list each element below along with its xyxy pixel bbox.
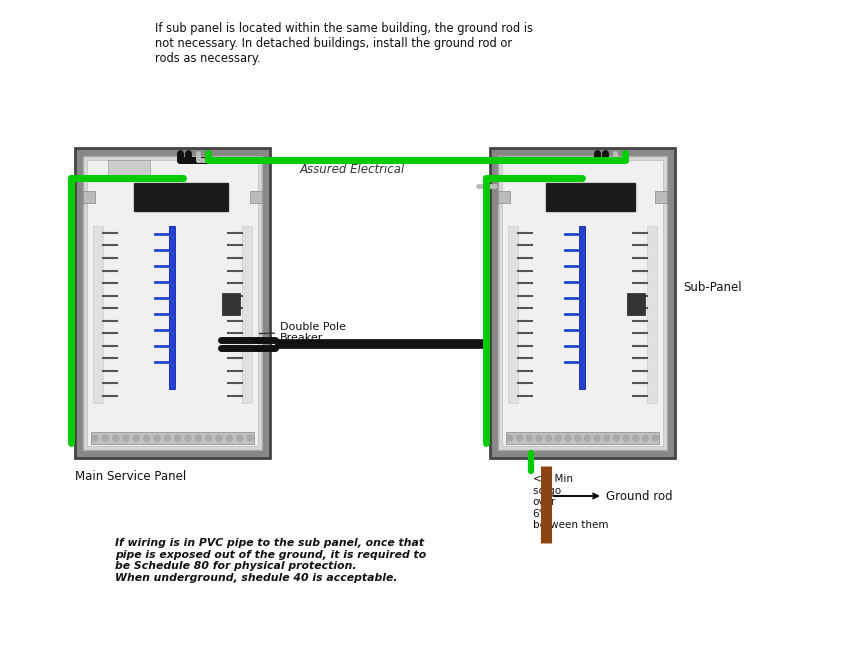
Circle shape bbox=[604, 435, 610, 441]
Text: Ground rod: Ground rod bbox=[554, 490, 672, 503]
Circle shape bbox=[565, 435, 571, 441]
Bar bbox=[83, 156, 262, 450]
Bar bbox=[222, 293, 240, 315]
Circle shape bbox=[216, 435, 222, 441]
Circle shape bbox=[175, 435, 181, 441]
Circle shape bbox=[575, 435, 581, 441]
Circle shape bbox=[154, 435, 160, 441]
Bar bbox=[75, 148, 270, 458]
Bar bbox=[87, 160, 258, 446]
Bar bbox=[83, 191, 95, 203]
Bar bbox=[498, 191, 510, 203]
Bar bbox=[91, 432, 254, 444]
Bar bbox=[655, 191, 667, 203]
Circle shape bbox=[103, 435, 109, 441]
Bar bbox=[108, 160, 150, 176]
Circle shape bbox=[195, 435, 201, 441]
Circle shape bbox=[507, 435, 513, 441]
Circle shape bbox=[227, 435, 233, 441]
Circle shape bbox=[546, 435, 552, 441]
Bar bbox=[170, 226, 176, 389]
Circle shape bbox=[643, 435, 649, 441]
Circle shape bbox=[536, 435, 542, 441]
Bar bbox=[250, 191, 262, 203]
Bar bbox=[498, 156, 667, 450]
Circle shape bbox=[165, 435, 171, 441]
Circle shape bbox=[113, 435, 119, 441]
Text: If wiring is in PVC pipe to the sub panel, once that
pipe is exposed out of the : If wiring is in PVC pipe to the sub pane… bbox=[115, 538, 426, 583]
Bar bbox=[506, 432, 659, 444]
Bar bbox=[134, 183, 228, 210]
Circle shape bbox=[623, 435, 629, 441]
Bar bbox=[627, 293, 645, 315]
Bar bbox=[546, 183, 635, 210]
Bar bbox=[93, 226, 103, 403]
Bar bbox=[502, 160, 663, 446]
Circle shape bbox=[594, 435, 600, 441]
Circle shape bbox=[613, 435, 619, 441]
Circle shape bbox=[584, 435, 590, 441]
Bar bbox=[647, 226, 657, 403]
Circle shape bbox=[92, 435, 98, 441]
Circle shape bbox=[185, 435, 191, 441]
Text: Sub-Panel: Sub-Panel bbox=[683, 281, 742, 294]
Bar bbox=[242, 226, 252, 403]
Bar bbox=[580, 226, 586, 389]
Circle shape bbox=[143, 435, 149, 441]
Circle shape bbox=[555, 435, 561, 441]
Text: <6' Min
so go
over
6'
between them: <6' Min so go over 6' between them bbox=[532, 474, 608, 530]
Bar bbox=[508, 226, 518, 403]
Circle shape bbox=[123, 435, 129, 441]
Circle shape bbox=[526, 435, 532, 441]
Text: If sub panel is located within the same building, the ground rod is
not necessar: If sub panel is located within the same … bbox=[155, 22, 533, 65]
Circle shape bbox=[247, 435, 253, 441]
Circle shape bbox=[633, 435, 638, 441]
Circle shape bbox=[517, 435, 523, 441]
Circle shape bbox=[205, 435, 211, 441]
Text: Assured Electrical: Assured Electrical bbox=[300, 163, 405, 176]
Bar bbox=[490, 148, 675, 458]
Text: Main Service Panel: Main Service Panel bbox=[75, 470, 186, 483]
Circle shape bbox=[133, 435, 139, 441]
Circle shape bbox=[652, 435, 658, 441]
Circle shape bbox=[237, 435, 243, 441]
Text: Double Pole
Breaker: Double Pole Breaker bbox=[239, 322, 346, 343]
